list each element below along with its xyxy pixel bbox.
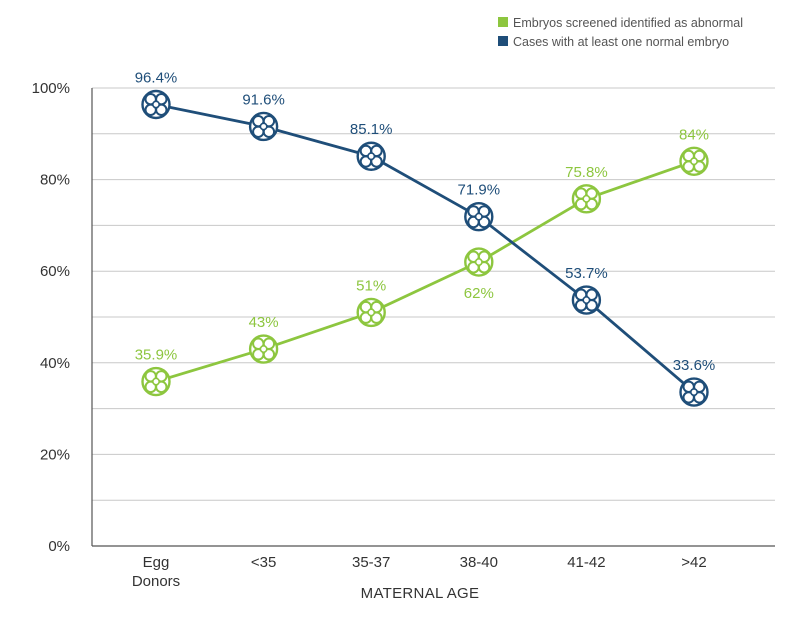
data-label: 62% xyxy=(464,285,494,302)
x-tick-label: Egg Donors xyxy=(132,554,180,590)
data-markers xyxy=(141,89,709,407)
y-tick-label: 0% xyxy=(48,538,70,555)
data-point-marker xyxy=(356,141,386,171)
data-label: 51% xyxy=(356,277,386,294)
axes xyxy=(91,88,775,547)
data-point-marker xyxy=(571,285,602,315)
data-label: 33.6% xyxy=(673,357,716,374)
x-tick-label: 41-42 xyxy=(567,554,605,571)
data-point-marker xyxy=(679,377,709,407)
data-point-marker xyxy=(248,111,279,142)
data-point-marker xyxy=(248,334,279,364)
legend: Embryos screened identified as abnormal C… xyxy=(498,16,743,49)
x-tick-label: <35 xyxy=(251,554,276,571)
legend-swatch xyxy=(498,36,508,46)
data-label: 71.9% xyxy=(458,182,501,199)
data-label: 75.8% xyxy=(565,164,608,181)
data-point-marker xyxy=(356,297,386,328)
legend-label: Embryos screened identified as abnormal xyxy=(513,16,743,30)
y-tick-label: 60% xyxy=(40,263,70,280)
x-tick-label: 35-37 xyxy=(352,554,390,571)
data-label: 43% xyxy=(249,314,279,331)
data-label: 91.6% xyxy=(242,91,285,108)
data-point-marker xyxy=(679,146,709,176)
x-tick-label: >42 xyxy=(681,554,706,571)
data-label: 96.4% xyxy=(135,69,178,86)
data-label: 84% xyxy=(679,126,709,143)
x-axis-title: MATERNAL AGE xyxy=(361,585,480,602)
series-line xyxy=(155,159,695,383)
data-point-marker xyxy=(464,247,494,277)
legend-label: Cases with at least one normal embryo xyxy=(513,35,729,49)
data-label: 85.1% xyxy=(350,121,393,138)
y-tick-label: 80% xyxy=(40,172,70,189)
y-tick-label: 100% xyxy=(32,80,70,97)
data-point-marker xyxy=(464,201,494,232)
legend-swatch xyxy=(498,17,508,27)
y-tick-label: 20% xyxy=(40,446,70,463)
data-label: 53.7% xyxy=(565,265,608,282)
y-tick-labels: 0% 20% 40% 60% 80% 100% xyxy=(32,80,70,555)
x-tick-labels: Egg Donors <35 35-37 38-40 41-42 >42 xyxy=(132,554,707,590)
data-labels: 35.9% 43% 51% 62% 75.8% 84% 96.4% 91.6% 85.1% 71.… xyxy=(135,69,716,374)
x-tick-label: 38-40 xyxy=(460,554,498,571)
grid-lines xyxy=(92,87,775,501)
data-point-marker xyxy=(141,89,171,120)
data-point-marker xyxy=(141,366,171,397)
y-tick-label: 40% xyxy=(40,355,70,372)
data-point-marker xyxy=(571,184,602,214)
data-label: 35.9% xyxy=(135,347,178,364)
series-lines xyxy=(155,103,695,394)
series-line xyxy=(155,103,695,394)
